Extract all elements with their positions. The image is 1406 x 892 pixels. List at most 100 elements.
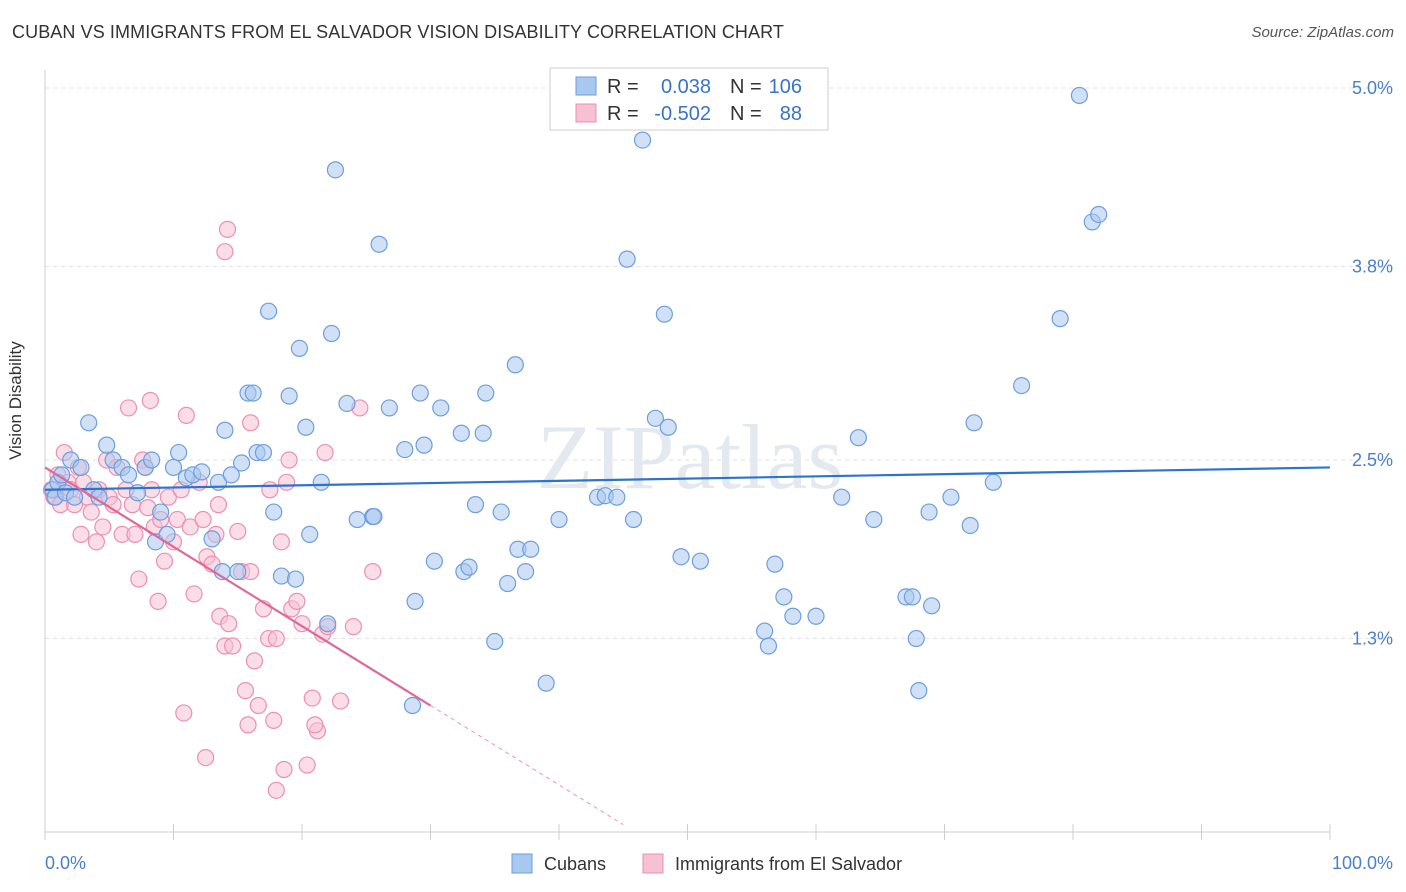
cubans-point [659, 418, 677, 436]
immigrants-point [261, 481, 279, 499]
y-tick-label: 3.8% [1352, 257, 1393, 277]
immigrants-point [209, 496, 228, 514]
bottom-legend-label-immigrants: Immigrants from El Salvador [675, 854, 902, 874]
cubans-point [425, 552, 443, 570]
y-tick-label: 1.3% [1352, 629, 1393, 649]
cubans-point [691, 552, 709, 570]
cubans-point [80, 414, 98, 432]
immigrants-point [185, 585, 203, 603]
cubans-point [290, 339, 309, 357]
immigrants-point [194, 510, 212, 529]
cubans-point [920, 503, 938, 521]
legend: R = 0.038 N = 106 R = -0.502 N = 88 [549, 67, 829, 131]
cubans-point [907, 629, 925, 648]
immigrants-point [229, 522, 247, 541]
cubans-point [646, 409, 664, 427]
immigrants-point [303, 689, 321, 707]
immigrants-point [272, 533, 291, 551]
cubans-point [608, 488, 626, 506]
cubans-point [319, 615, 337, 633]
x-ticks [44, 824, 1331, 840]
cubans-point [833, 488, 851, 506]
cubans-point [406, 592, 424, 610]
cubans-point [254, 443, 273, 462]
cubans-point [460, 558, 478, 576]
cubans-point [265, 503, 283, 521]
immigrants-point [288, 592, 306, 610]
cubans-trend-line [44, 466, 1331, 491]
cubans-point [222, 466, 240, 484]
immigrants-point [168, 510, 186, 529]
cubans-point [1090, 205, 1108, 224]
cubans-point [910, 682, 928, 700]
trend-lines [44, 466, 1331, 825]
cubans-point [499, 574, 517, 593]
cubans-point [229, 562, 247, 581]
immigrants-point [141, 391, 159, 410]
cubans-point [403, 696, 422, 715]
cubans-point [432, 399, 450, 417]
cubans-point [297, 418, 315, 436]
immigrants-point [245, 652, 264, 670]
immigrants-point [298, 756, 316, 774]
immigrants-trend-extension [430, 705, 624, 825]
cubans-point [516, 562, 535, 581]
legend-n-value-immigrants: 88 [780, 103, 802, 125]
immigrants-point [267, 781, 285, 799]
legend-r-value-immigrants: -0.502 [654, 103, 711, 125]
immigrants-point [267, 629, 285, 648]
immigrants-point [197, 748, 215, 767]
cubans-point [380, 399, 398, 417]
cubans-point [655, 305, 673, 323]
cubans-point [807, 607, 825, 625]
legend-swatch-immigrants [575, 103, 597, 123]
cubans-point [903, 588, 921, 606]
cubans-point [1070, 86, 1089, 105]
legend-n-label-immigrants: N = [730, 103, 762, 125]
cubans-point [537, 674, 555, 692]
cubans-point [766, 555, 784, 573]
cubans-point [550, 510, 568, 529]
legend-n-value-cubans: 106 [769, 76, 802, 98]
legend-r-label-cubans: R = [607, 76, 639, 98]
cubans-point [411, 384, 429, 402]
cubans-point [286, 570, 305, 588]
bottom-legend-label-cubans: Cubans [544, 854, 606, 874]
legend-r-value-cubans: 0.038 [661, 76, 711, 98]
cubans-point [301, 525, 319, 544]
cubans-point [193, 463, 211, 481]
cubans-point [365, 507, 383, 526]
immigrants-point [177, 406, 195, 424]
cubans-point [486, 632, 504, 651]
immigrants-point [316, 443, 334, 462]
cubans-point [452, 424, 470, 442]
grid-lines [45, 87, 1390, 640]
cubans-point [98, 436, 116, 454]
cubans-point [415, 436, 433, 454]
immigrants-point [149, 592, 167, 610]
cubans-point [322, 324, 341, 343]
cubans-point [259, 302, 278, 320]
legend-n-label-cubans: N = [730, 76, 762, 98]
immigrants-point [143, 481, 161, 499]
cubans-point [618, 250, 636, 268]
cubans-point [244, 384, 262, 402]
cubans-point [466, 496, 485, 514]
cubans-point [143, 451, 161, 469]
x-tick-label-max: 100.0% [1332, 853, 1393, 873]
cubans-point [370, 235, 388, 253]
cubans-point [965, 414, 983, 432]
immigrants-point [364, 562, 382, 581]
bottom-legend-swatch-cubans [511, 853, 533, 874]
immigrants-points [42, 220, 382, 799]
cubans-point [233, 454, 251, 472]
cubans-point [216, 421, 234, 439]
cubans-point [984, 473, 1002, 491]
cubans-point [280, 387, 298, 405]
cubans-point [522, 540, 540, 558]
cubans-point [72, 458, 90, 477]
immigrants-point [275, 760, 293, 779]
y-tick-label: 5.0% [1352, 78, 1393, 98]
immigrants-point [119, 399, 138, 417]
cubans-point [759, 637, 778, 655]
